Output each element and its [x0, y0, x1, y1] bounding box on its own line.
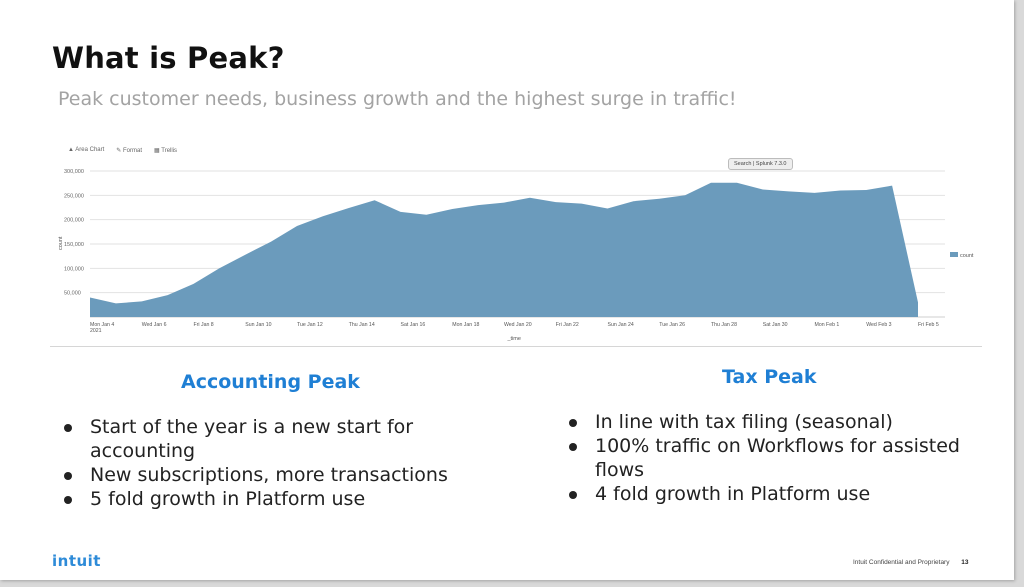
footer: Intuit Confidential and Proprietary 13	[853, 559, 969, 566]
area-chart-menu[interactable]: ▲ Area Chart	[68, 147, 105, 153]
intuit-logo: intuit	[52, 552, 101, 570]
x-tick-label: Thu Jan 28	[711, 322, 737, 328]
list-item: 5 fold growth in Platform use	[60, 487, 460, 511]
list-item: In line with tax filing (seasonal)	[565, 410, 985, 434]
y-tick-label: 100,000	[64, 266, 84, 272]
x-tick-label: 2021	[90, 328, 102, 334]
x-tick-label: Mon Feb 1	[815, 322, 840, 328]
x-tick-label: Wed Jan 6	[142, 322, 167, 328]
confidential-text: Intuit Confidential and Proprietary	[853, 559, 950, 566]
y-tick-label: 50,000	[64, 291, 81, 297]
chart-tooltip: Search | Splunk 7.3.0	[728, 158, 793, 170]
x-tick-label: Sun Jan 24	[608, 322, 634, 328]
x-tick-label: Sat Jan 16	[401, 322, 426, 328]
accounting-peak-list: Start of the year is a new start for acc…	[60, 415, 460, 511]
x-tick-label: Mon Jan 18	[452, 322, 479, 328]
y-tick-label: 250,000	[64, 193, 84, 199]
tax-peak-list: In line with tax filing (seasonal) 100% …	[565, 410, 985, 506]
format-label: Format	[123, 148, 143, 154]
x-tick-label: Wed Jan 20	[504, 322, 532, 328]
y-tick-label: 200,000	[64, 218, 84, 224]
page-number: 13	[961, 559, 969, 566]
x-axis-title: _time	[507, 336, 521, 342]
accounting-peak-heading: Accounting Peak	[181, 371, 360, 393]
trellis-label: Trellis	[161, 148, 178, 154]
x-tick-label: Sun Jan 10	[245, 322, 271, 328]
x-tick-label: Wed Feb 3	[866, 322, 891, 328]
tax-peak-heading: Tax Peak	[722, 366, 817, 388]
traffic-area-chart: 50,000 100,000 150,000 200,000 250,000 300,00…	[58, 169, 974, 342]
slide: What is Peak? Peak customer needs, busin…	[0, 0, 1014, 580]
y-tick-label: 150,000	[64, 242, 84, 248]
list-item: Start of the year is a new start for acc…	[60, 415, 460, 463]
trellis-menu[interactable]: ▦ Trellis	[154, 148, 178, 154]
x-tick-label: Fri Jan 8	[194, 322, 214, 328]
x-tick-label: Fri Jan 22	[556, 322, 579, 328]
area-chart-label: Area Chart	[75, 147, 105, 153]
legend-label: count	[960, 253, 974, 259]
area-series-count	[90, 182, 918, 317]
x-tick-label: Fri Feb 5	[918, 322, 939, 328]
y-tick-label: 300,000	[64, 169, 84, 175]
slide-subtitle: Peak customer needs, business growth and…	[58, 88, 737, 110]
legend-swatch	[950, 252, 958, 257]
x-tick-label: Mon Jan 4	[90, 322, 114, 328]
list-item: 100% traffic on Workflows for assisted f…	[565, 434, 985, 482]
x-tick-label: Sat Jan 30	[763, 322, 788, 328]
format-menu[interactable]: ✎ Format	[116, 148, 143, 154]
x-tick-label: Thu Jan 14	[349, 322, 375, 328]
list-item: New subscriptions, more transactions	[60, 463, 460, 487]
chart-toolbar: ▲ Area Chart ✎ Format ▦ Trellis	[68, 147, 177, 154]
x-tick-label: Tue Jan 26	[659, 322, 685, 328]
y-axis-title: count	[58, 236, 64, 250]
section-divider	[50, 346, 982, 347]
x-tick-label: Tue Jan 12	[297, 322, 323, 328]
list-item: 4 fold growth in Platform use	[565, 482, 985, 506]
slide-title: What is Peak?	[52, 41, 285, 75]
